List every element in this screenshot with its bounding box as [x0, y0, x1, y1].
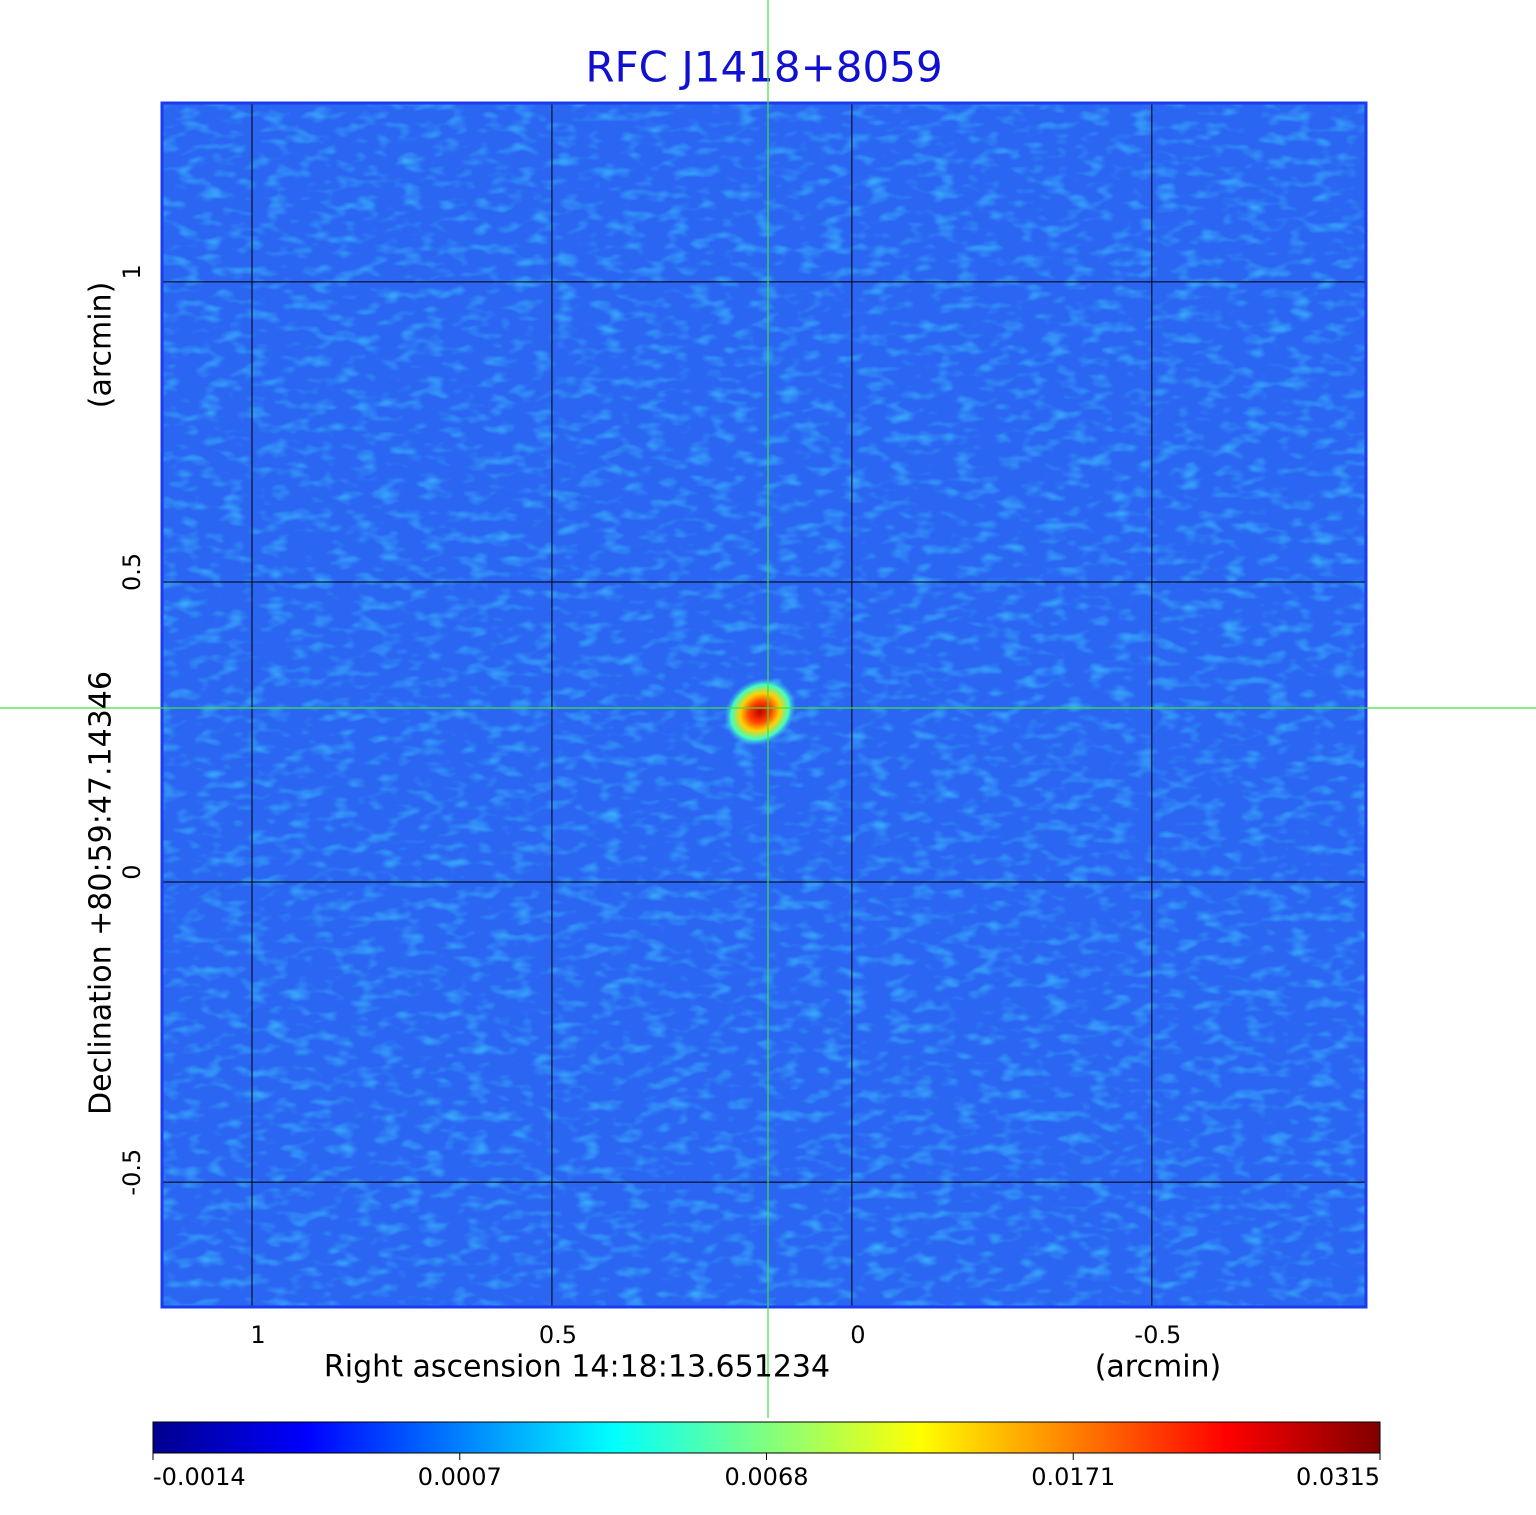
colorbar: [152, 1421, 1381, 1454]
colorbar-tick-label: -0.0014: [153, 1463, 246, 1491]
x-tick-label: -0.5: [1134, 1321, 1181, 1349]
y-tick-label: -0.5: [118, 1149, 146, 1196]
y-tick-label: 0: [118, 864, 146, 879]
x-tick-label: 1: [250, 1321, 265, 1349]
chart-title: RFC J1418+8059: [585, 43, 942, 92]
x-tick-label: 0: [850, 1321, 865, 1349]
x-axis-unit: (arcmin): [1095, 1350, 1222, 1385]
colorbar-tick-label: 0.0068: [725, 1463, 809, 1491]
y-axis-label: Declination +80:59:47.14346: [84, 671, 119, 1115]
source: [723, 677, 797, 747]
y-tick-label: 0.5: [118, 553, 146, 591]
x-axis-label: Right ascension 14:18:13.651234: [324, 1350, 830, 1385]
colorbar-tick-label: 0.0315: [1296, 1463, 1380, 1491]
x-tick-label: 0.5: [539, 1321, 577, 1349]
plot-frame: [160, 101, 1368, 1309]
colorbar-tick-label: 0.0171: [1031, 1463, 1115, 1491]
colorbar-tick-label: 0.0007: [418, 1463, 502, 1491]
y-axis-unit: (arcmin): [84, 282, 119, 409]
y-tick-label: 1: [118, 264, 146, 279]
